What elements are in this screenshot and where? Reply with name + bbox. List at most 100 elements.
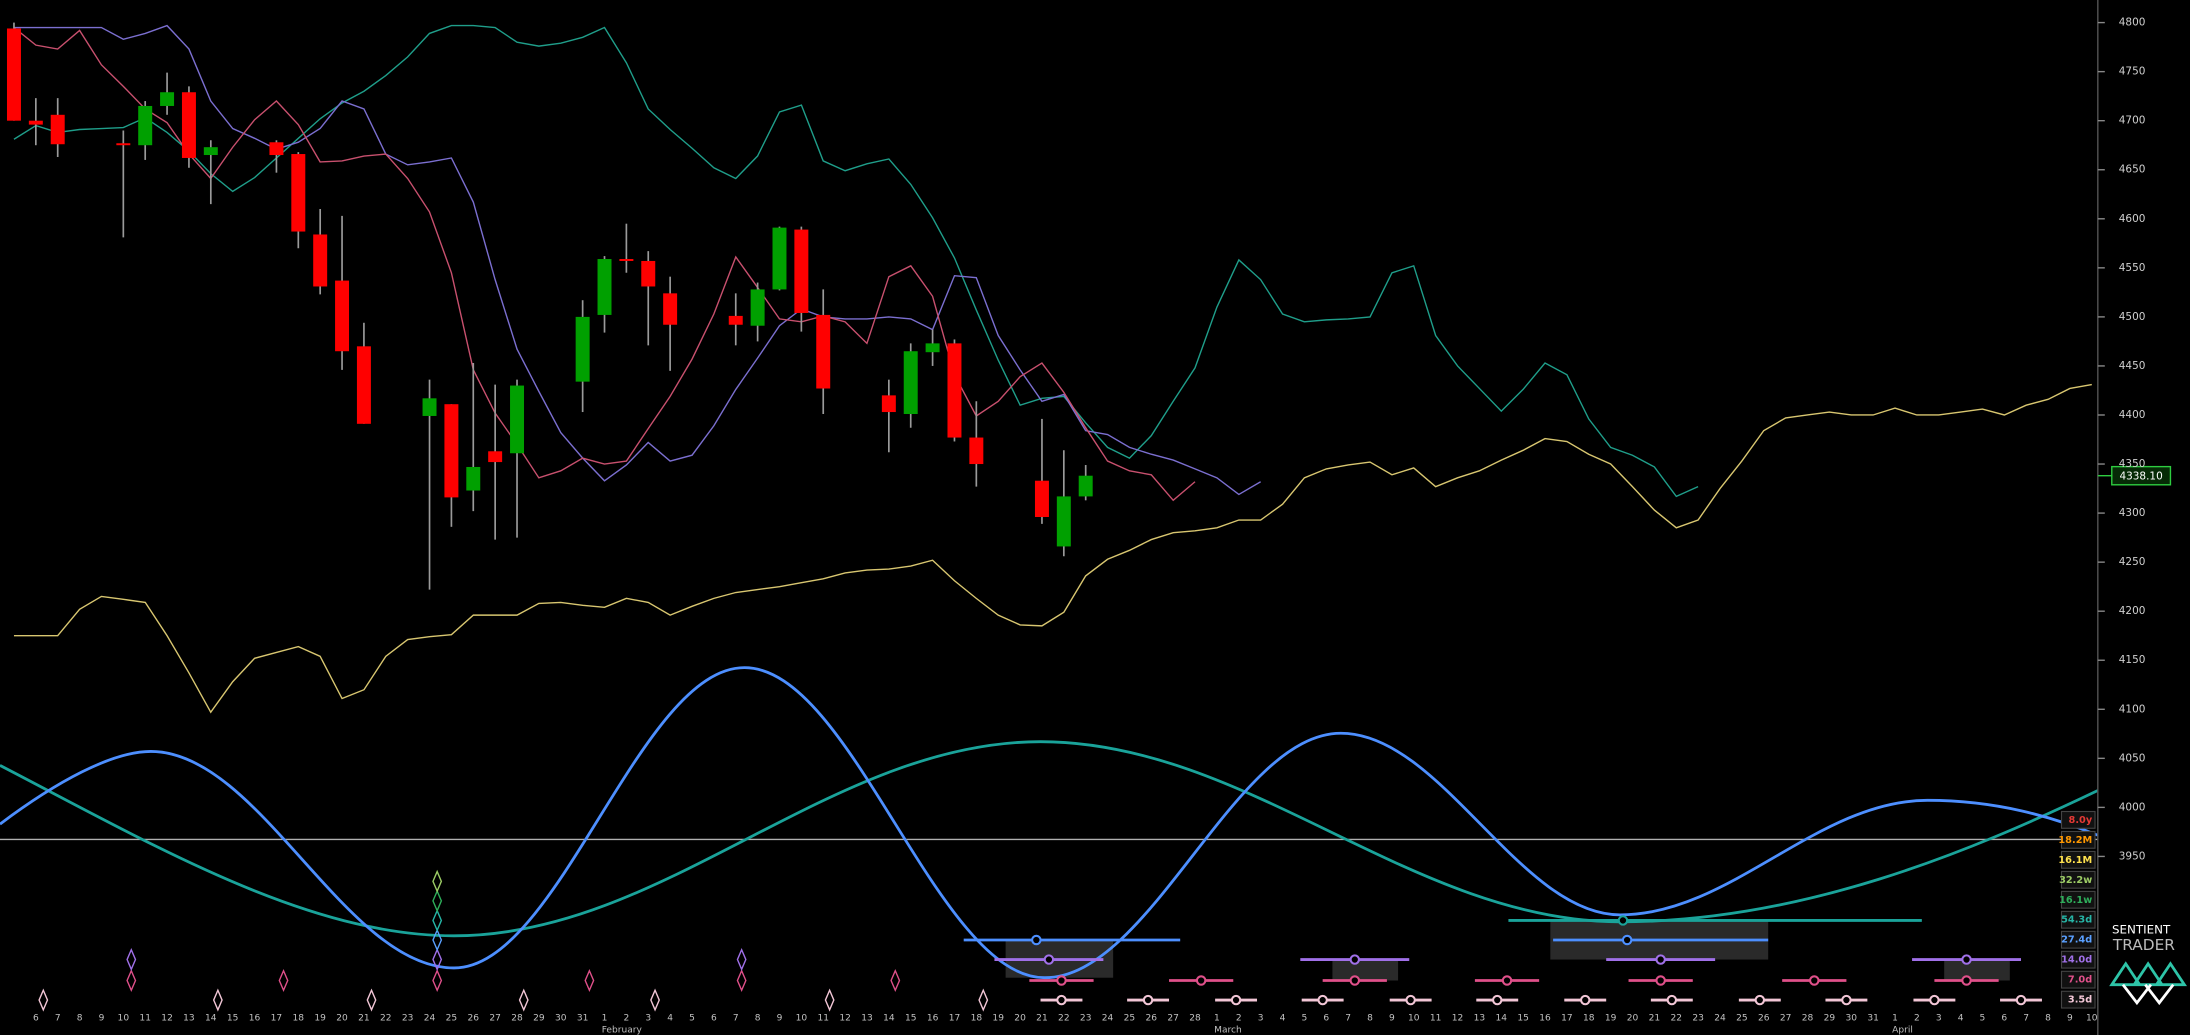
x-tick-label: 1 <box>1892 1014 1898 1024</box>
candle-body <box>510 385 525 454</box>
cycle-marker <box>1405 994 1416 1006</box>
x-tick-label: 6 <box>2001 1014 2007 1024</box>
x-tick-label: 22 <box>1670 1014 1682 1024</box>
y-tick-label: 4450 <box>2119 360 2146 372</box>
cycle-diamond <box>736 948 747 972</box>
cycle-legend-box <box>2060 810 2096 829</box>
candle-body <box>772 227 787 290</box>
candle-body <box>203 147 218 156</box>
x-tick-label: 21 <box>358 1014 370 1024</box>
x-tick-label: 25 <box>1736 1014 1748 1024</box>
y-tick-label: 4700 <box>2119 115 2146 127</box>
y-tick-label: 4000 <box>2119 801 2146 813</box>
x-tick-label: 11 <box>817 1014 829 1024</box>
x-tick-label: 22 <box>1058 1014 1070 1024</box>
x-tick-label: 19 <box>314 1014 326 1024</box>
y-tick-label: 4750 <box>2119 66 2146 78</box>
x-tick-label: 26 <box>1146 1014 1158 1024</box>
x-tick-label: 14 <box>1495 1014 1507 1024</box>
cycle-zone <box>1332 959 1399 981</box>
cycle-marker <box>1492 994 1503 1006</box>
x-tick-label: 17 <box>949 1014 961 1024</box>
candle-body <box>488 451 503 463</box>
x-tick-label: 6 <box>711 1014 717 1024</box>
y-tick-label: 4250 <box>2119 556 2146 568</box>
y-tick-label: 4200 <box>2119 605 2146 617</box>
cycle-marker <box>1841 994 1852 1006</box>
indicator-line <box>13 24 1699 498</box>
x-tick-label: 5 <box>1302 1014 1308 1024</box>
y-tick-label: 4800 <box>2119 17 2146 29</box>
cycle-marker <box>1617 915 1629 926</box>
candle-body <box>466 466 481 491</box>
candle-body <box>116 143 131 146</box>
x-tick-label: 4 <box>1958 1014 1964 1024</box>
candle-body <box>663 293 678 325</box>
cycle-marker <box>1929 994 1940 1006</box>
candle-body <box>181 92 196 158</box>
cycle-marker <box>1501 975 1513 986</box>
x-tick-label: 7 <box>2023 1014 2029 1024</box>
cycle-diamond <box>126 968 137 993</box>
cycle-marker <box>1579 994 1591 1006</box>
x-tick-label: 27 <box>489 1014 501 1024</box>
x-tick-label: 15 <box>227 1014 239 1024</box>
cycle-legend-box <box>2060 910 2096 929</box>
x-tick-label: 5 <box>1980 1014 1986 1024</box>
x-tick-label: 8 <box>2045 1014 2051 1024</box>
x-tick-label: 5 <box>689 1014 695 1024</box>
y-tick-label: 4100 <box>2119 703 2146 715</box>
logo: SENTIENT TRADER <box>2109 923 2188 1006</box>
month-label: April <box>1892 1026 1913 1035</box>
y-tick-label: 4600 <box>2119 213 2146 225</box>
x-tick-label: 7 <box>733 1014 739 1024</box>
indicator-line <box>13 24 1261 496</box>
cycle-legend-label: 32.2w <box>2059 875 2092 886</box>
cycle-legend-box <box>2060 870 2096 889</box>
y-tick-label: 4500 <box>2119 311 2146 323</box>
candle-body <box>138 105 153 146</box>
cycle-diamond <box>432 889 443 913</box>
cycle-legend-label: 8.0y <box>2069 815 2093 826</box>
logo-product: TRADER <box>2112 936 2175 954</box>
candle-body <box>575 316 590 382</box>
cycle-marker <box>1961 975 1972 986</box>
x-tick-label: 11 <box>1430 1014 1442 1024</box>
y-tick-label: 4050 <box>2119 752 2146 764</box>
cycle-diamond <box>126 948 137 972</box>
x-tick-label: 15 <box>905 1014 917 1024</box>
cycle-marker <box>1655 975 1666 986</box>
candle-body <box>28 120 43 125</box>
x-tick-label: 10 <box>1408 1014 1420 1024</box>
x-tick-label: 20 <box>336 1014 348 1024</box>
cycle-marker <box>1142 994 1154 1006</box>
x-tick-label: 28 <box>1189 1014 1201 1024</box>
candle-body <box>269 142 284 156</box>
last-price-box <box>2111 465 2172 486</box>
cycle-marker <box>1621 934 1633 946</box>
x-tick-label: 18 <box>971 1014 983 1024</box>
candle-body <box>881 395 896 413</box>
cycle-marker <box>1655 954 1666 965</box>
candle-body <box>50 114 65 145</box>
cycle-legend-label: 16.1M <box>2058 855 2092 866</box>
x-tick-label: 31 <box>1867 1014 1879 1024</box>
candle-body <box>291 154 306 232</box>
cycle-diamond <box>978 988 989 1012</box>
cycle-legend-box <box>2060 830 2096 849</box>
cycle-diamond <box>518 988 529 1012</box>
candle-body <box>444 404 459 498</box>
month-label: March <box>1214 1026 1242 1035</box>
x-tick-label: 14 <box>883 1014 895 1024</box>
y-tick-label: 4550 <box>2119 262 2146 274</box>
x-tick-label: 17 <box>1561 1014 1573 1024</box>
cycle-zone <box>1944 959 2010 981</box>
cycle-legend-box <box>2060 990 2096 1009</box>
cycle-marker <box>1317 994 1328 1006</box>
cycle-legend-label: 7.0d <box>2068 975 2092 986</box>
x-tick-label: 3 <box>1258 1014 1264 1024</box>
cycle-legend-box <box>2060 970 2096 989</box>
x-tick-label: 25 <box>1124 1014 1136 1024</box>
candle-body <box>1078 475 1093 497</box>
